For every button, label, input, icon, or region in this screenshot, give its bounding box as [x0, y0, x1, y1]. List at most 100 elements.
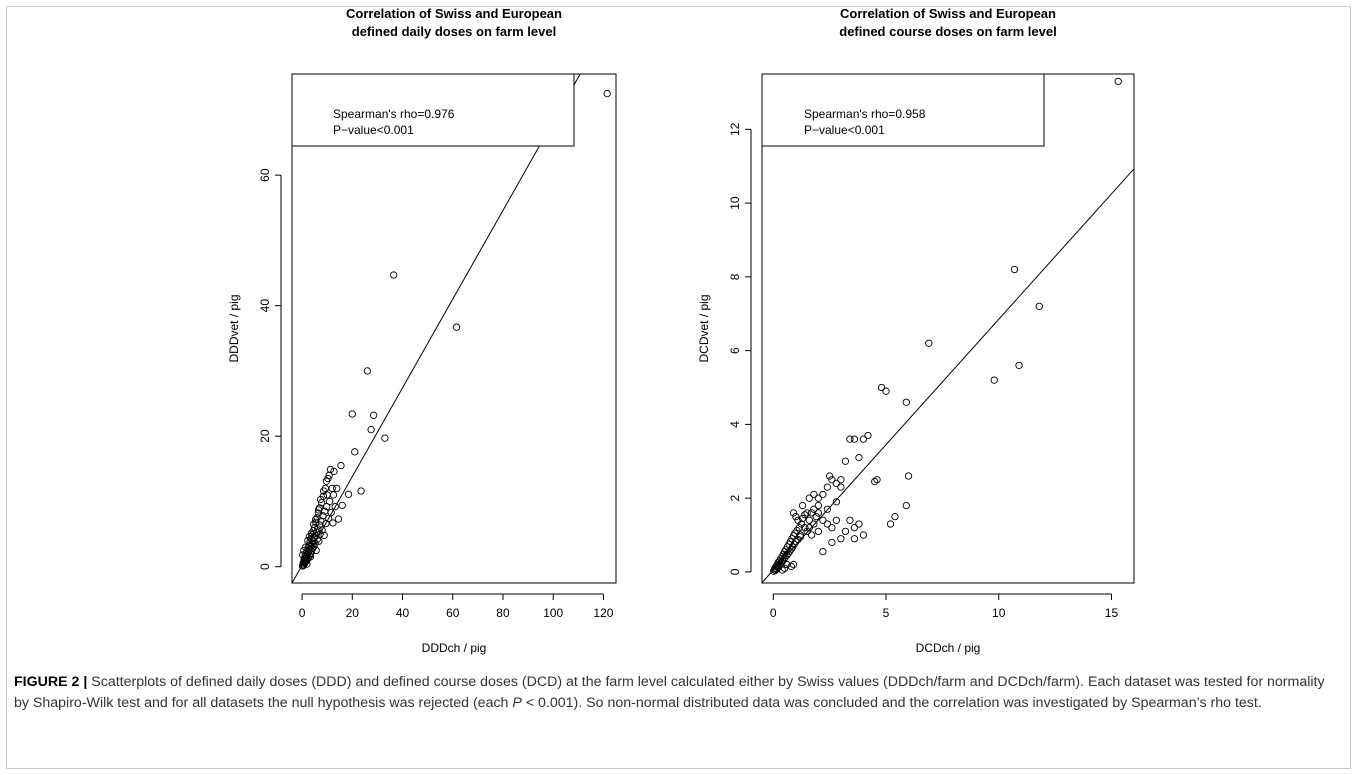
- data-point: [902, 501, 910, 510]
- annotation-box: [291, 73, 575, 147]
- y-tick-label: 60: [258, 168, 272, 182]
- data-point: [819, 516, 827, 524]
- data-point: [452, 323, 461, 331]
- data-point: [326, 497, 334, 506]
- data-point: [311, 539, 319, 547]
- chart-title-line: defined daily doses on farm level: [352, 24, 556, 39]
- data-point: [1114, 77, 1122, 86]
- data-point: [846, 435, 854, 443]
- data-point: [855, 520, 863, 528]
- data-point: [348, 410, 356, 418]
- data-point: [796, 533, 804, 541]
- caption-text-part1: Scatterplots of defined daily doses (DDD…: [14, 674, 1325, 711]
- data-point: [814, 527, 823, 536]
- caption-text-part2: < 0.001). So non-normal distributed data…: [521, 695, 1262, 711]
- y-tick-label: 8: [728, 273, 742, 280]
- data-point: [846, 516, 854, 524]
- y-tick-label: 6: [728, 347, 742, 354]
- annotation-p-value: P−value<0.001: [804, 123, 885, 137]
- data-point: [774, 558, 782, 566]
- data-point: [303, 560, 311, 568]
- data-point: [828, 524, 836, 532]
- data-point: [891, 512, 899, 521]
- data-point: [837, 483, 845, 491]
- data-point: [990, 376, 998, 384]
- data-point: [819, 547, 827, 556]
- data-point: [311, 516, 320, 524]
- data-point: [329, 519, 337, 527]
- data-point: [1015, 361, 1023, 370]
- x-tick-label: 20: [346, 606, 360, 620]
- data-point: [323, 491, 331, 499]
- data-point: [805, 494, 813, 502]
- data-point: [316, 530, 324, 538]
- data-point: [925, 339, 933, 347]
- data-point: [787, 562, 795, 571]
- data-point: [819, 490, 827, 499]
- data-point: [794, 535, 802, 544]
- plot-frame: [761, 73, 1135, 584]
- x-tick-label: 80: [496, 606, 510, 620]
- data-point: [841, 527, 850, 536]
- data-point: [841, 457, 850, 465]
- data-point: [904, 472, 913, 480]
- chart-title-line: Correlation of Swiss and European: [346, 6, 562, 21]
- y-tick-label: 40: [258, 299, 272, 313]
- data-point: [828, 476, 836, 484]
- data-point: [310, 542, 318, 551]
- data-point: [320, 531, 328, 540]
- data-point: [812, 512, 820, 521]
- data-point: [316, 495, 325, 504]
- data-point: [855, 453, 863, 462]
- data-point: [810, 520, 818, 528]
- data-point: [317, 499, 326, 507]
- data-point: [381, 434, 389, 442]
- data-point: [814, 501, 823, 510]
- data-point: [792, 538, 800, 546]
- data-point: [789, 560, 798, 569]
- data-point: [333, 484, 341, 493]
- data-point: [322, 477, 331, 485]
- data-point: [798, 501, 807, 510]
- data-point: [798, 514, 807, 523]
- y-tick-label: 2: [728, 495, 742, 502]
- data-point: [877, 383, 886, 392]
- data-point: [792, 512, 800, 521]
- y-tick-label: 4: [728, 421, 742, 428]
- y-tick-label: 0: [728, 568, 742, 575]
- regression-line: [762, 168, 1134, 583]
- data-point: [351, 448, 359, 456]
- data-point: [1010, 265, 1019, 274]
- data-point: [837, 476, 845, 484]
- data-point: [837, 535, 845, 543]
- data-point: [331, 502, 339, 511]
- data-point: [778, 566, 786, 574]
- data-point: [315, 537, 323, 545]
- data-point: [794, 516, 802, 524]
- data-point: [859, 435, 868, 443]
- data-point: [369, 411, 378, 419]
- x-tick-label: 10: [992, 606, 1006, 620]
- data-point: [873, 476, 881, 484]
- data-point: [823, 520, 832, 528]
- data-point: [357, 487, 365, 495]
- data-point: [329, 491, 338, 499]
- data-point: [330, 467, 338, 476]
- data-point: [325, 514, 333, 523]
- data-point: [810, 490, 818, 499]
- data-point: [850, 435, 859, 443]
- data-point: [314, 506, 323, 514]
- data-point: [319, 487, 328, 495]
- data-point: [902, 398, 910, 406]
- data-point: [796, 531, 804, 539]
- x-tick-label: 100: [543, 606, 563, 620]
- data-point: [791, 529, 799, 537]
- x-tick-label: 120: [593, 606, 613, 620]
- caption-p-symbol: P: [512, 695, 522, 711]
- chart-title-line: Correlation of Swiss and European: [840, 6, 1056, 21]
- figure-caption: FIGURE 2 | Scatterplots of defined daily…: [14, 672, 1339, 714]
- data-point: [780, 564, 789, 572]
- data-point: [871, 477, 879, 486]
- data-point: [325, 471, 333, 479]
- y-axis-label: DCDvet / pig: [697, 294, 711, 362]
